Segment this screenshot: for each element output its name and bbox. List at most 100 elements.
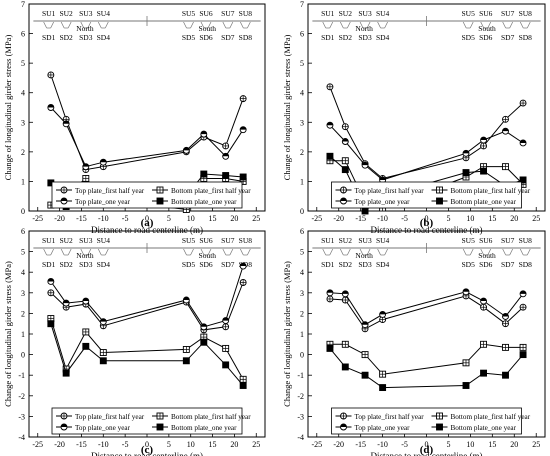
data-point [480,369,488,377]
panel-label: (b) [420,217,434,229]
sd-label: SD5 [182,33,196,42]
girder-web [377,21,381,29]
y-tick-label: 5 [21,248,25,257]
legend-label: Top plate_one year [75,424,131,432]
data-point [326,344,334,352]
legend-label: Bottom plate_first half year [451,413,531,421]
data-point [99,357,107,365]
legend-item: Bottom plate_first half year [431,186,531,195]
data-point [379,384,387,392]
sd-label: SD2 [339,260,353,269]
x-tick-label: 20 [230,440,238,449]
girder-web [339,248,344,256]
panel-label: (c) [141,444,154,456]
series-4 [47,320,247,389]
data-point-fill [502,128,509,132]
sd-label: SD1 [42,33,56,42]
x-tick-label: -10 [98,214,109,223]
legend-box [331,407,522,435]
data-point [341,363,349,371]
series-3 [326,288,527,329]
girder-web [190,21,194,29]
girder-web [207,248,212,256]
sd-label: SD5 [462,260,476,269]
girder-web [526,248,531,256]
data-point-fill [183,297,190,301]
sd-label: SD1 [321,260,335,269]
sd-label: SD8 [519,260,533,269]
series-line [329,343,524,375]
data-point [182,357,190,365]
x-tick-label: 5 [167,440,171,449]
region-label-north: North [76,24,94,33]
su-label: SU8 [519,236,533,245]
girder-web [359,248,364,256]
series-line [50,265,244,328]
data-point [519,176,527,184]
x-tick-label: 5 [446,214,450,223]
su-label: SU1 [42,9,56,18]
y-tick-label: 0 [21,207,25,216]
girder-web [384,248,388,256]
region-label-south: South [199,24,217,33]
region-label-north: North [355,24,373,33]
y-tick-label: 6 [21,30,25,39]
su-label: SU2 [59,9,73,18]
sd-label: SD5 [182,260,196,269]
su-label: SU8 [519,9,533,18]
girder-web [200,21,205,29]
girder-web [480,21,485,29]
series-3 [47,262,247,331]
girder-web [43,248,47,256]
legend-label: Bottom plate_one year [171,424,237,432]
data-point-fill [379,311,386,315]
series-line [50,318,244,380]
girder-web [322,248,327,256]
data-point-fill [47,278,54,282]
legend-label: Top plate_one year [355,198,411,206]
girder-web [329,248,334,256]
y-tick-label: -2 [18,392,25,401]
su-label: SU7 [501,236,515,245]
su-label: SU6 [199,9,213,18]
x-axis-label: Distance to road centerline (m) [91,225,203,235]
region-label-north: North [355,251,373,260]
y-tick-label: -3 [297,412,304,421]
x-tick-label: 10 [466,440,474,449]
series-2 [326,340,527,378]
data-point-fill [100,159,107,163]
girder-web [222,248,227,256]
girder-web [50,248,54,256]
su-label: SU2 [59,236,73,245]
x-tick-label: 0 [145,440,149,449]
panel-label: (d) [420,444,434,456]
sd-label: SD3 [79,260,93,269]
data-point-fill [100,318,107,322]
x-tick-label: 0 [425,440,429,449]
girder-web [67,248,72,256]
y-tick-label: 2 [21,309,25,318]
girder-web [240,248,244,256]
girder-web [519,21,524,29]
y-tick-label: 4 [21,268,25,277]
x-tick-label: 10 [466,214,474,223]
data-point [222,172,230,179]
series-1 [47,71,247,174]
legend-item: Top plate_one year [335,197,411,206]
girder-web [329,21,334,29]
x-tick-label: 15 [209,440,217,449]
series-2 [47,315,247,383]
x-tick-label: -20 [333,440,344,449]
girder-web [240,21,244,29]
girder-web [346,248,351,256]
legend-marker [156,423,164,431]
legend-item: Top plate_one year [56,197,131,206]
sd-label: SD1 [321,33,335,42]
series-line [329,291,524,326]
y-tick-label: 4 [300,268,304,277]
legend-label: Bottom plate_first half year [171,413,251,421]
data-point-fill [379,176,386,180]
su-label: SU4 [97,236,111,245]
